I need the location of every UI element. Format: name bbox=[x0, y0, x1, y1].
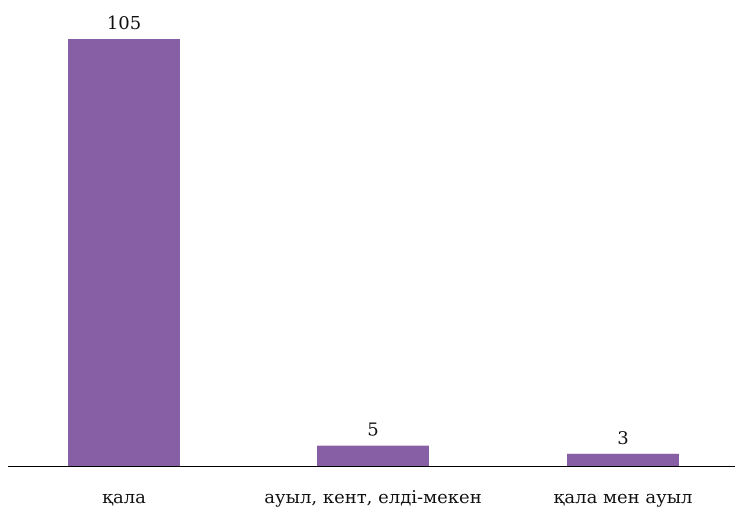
data-label-1: 5 bbox=[367, 420, 378, 441]
bar-0 bbox=[68, 39, 180, 466]
bar-2 bbox=[567, 453, 679, 466]
category-labels-layer: қала ауыл, кент, елді-мекен қала мен ауыл bbox=[102, 487, 692, 508]
category-label-1: ауыл, кент, елді-мекен bbox=[264, 487, 481, 508]
data-labels-layer: 105 5 3 bbox=[107, 13, 629, 449]
bar-1 bbox=[317, 445, 429, 466]
data-label-2: 3 bbox=[617, 428, 628, 449]
data-label-0: 105 bbox=[107, 13, 141, 34]
category-label-2: қала мен ауыл bbox=[554, 487, 693, 508]
category-label-0: қала bbox=[102, 487, 146, 508]
bars-layer bbox=[68, 39, 679, 466]
